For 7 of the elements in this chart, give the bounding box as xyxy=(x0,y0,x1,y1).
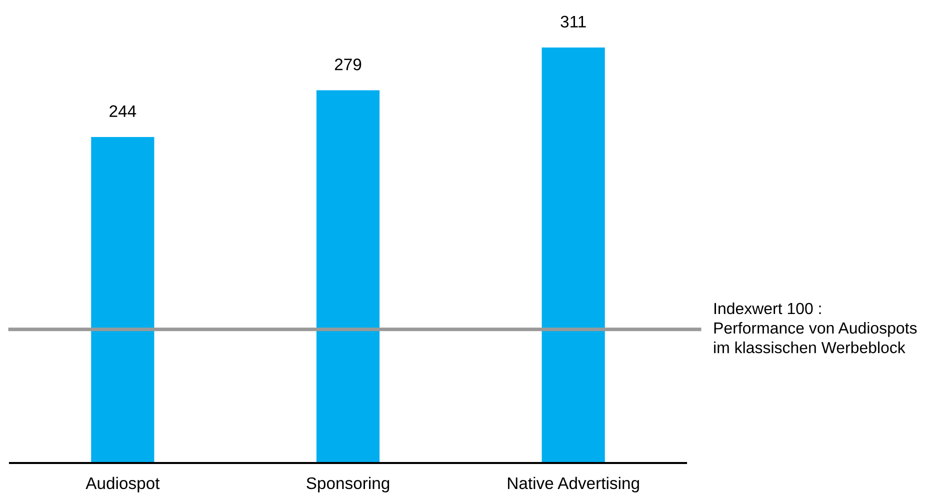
x-tick-label: Audiospot xyxy=(86,476,160,492)
x-tick-label: Native Advertising xyxy=(508,476,639,492)
data-label: 279 xyxy=(334,58,362,70)
data-label: 244 xyxy=(110,105,136,117)
ref-line-label: Indexwert 100 : Performance von Audiospots im klassischen Werbeblock xyxy=(714,302,917,354)
data-label: 311 xyxy=(560,16,586,28)
x-tick-label: Sponsoring xyxy=(306,476,390,492)
